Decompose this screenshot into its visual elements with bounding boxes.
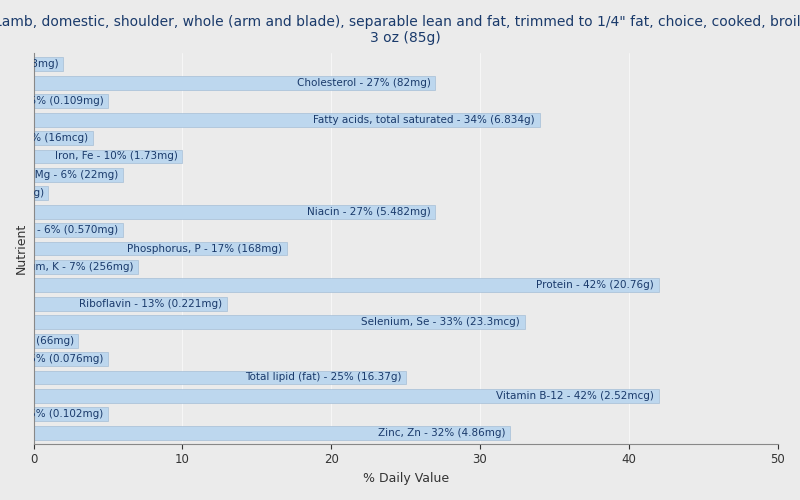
Title: Lamb, domestic, shoulder, whole (arm and blade), separable lean and fat, trimmed: Lamb, domestic, shoulder, whole (arm and…: [0, 15, 800, 45]
Text: Vitamin B-6 - 5% (0.102mg): Vitamin B-6 - 5% (0.102mg): [0, 410, 103, 420]
Text: Total lipid (fat) - 25% (16.37g): Total lipid (fat) - 25% (16.37g): [245, 372, 401, 382]
Text: Vitamin B-12 - 42% (2.52mcg): Vitamin B-12 - 42% (2.52mcg): [496, 391, 654, 401]
Text: Zinc, Zn - 32% (4.86mg): Zinc, Zn - 32% (4.86mg): [378, 428, 506, 438]
Text: Niacin - 27% (5.482mg): Niacin - 27% (5.482mg): [307, 206, 431, 216]
Text: Calcium, Ca - 2% (18mg): Calcium, Ca - 2% (18mg): [0, 60, 59, 70]
Bar: [34, 76, 435, 90]
Text: Pantothenic acid - 6% (0.570mg): Pantothenic acid - 6% (0.570mg): [0, 225, 118, 235]
Bar: [34, 168, 123, 182]
Bar: [34, 112, 539, 126]
Text: Folate, total - 4% (16mcg): Folate, total - 4% (16mcg): [0, 133, 89, 143]
Bar: [34, 389, 658, 402]
Text: Riboflavin - 13% (0.221mg): Riboflavin - 13% (0.221mg): [79, 299, 222, 309]
Bar: [34, 297, 227, 310]
Text: Fatty acids, total saturated - 34% (6.834g): Fatty acids, total saturated - 34% (6.83…: [314, 114, 535, 124]
Bar: [34, 370, 406, 384]
Text: Manganese, Mn - 1% (0.020mg): Manganese, Mn - 1% (0.020mg): [0, 188, 44, 198]
Bar: [34, 205, 435, 218]
Bar: [34, 352, 108, 366]
Bar: [34, 278, 658, 292]
Bar: [34, 316, 525, 329]
Text: Protein - 42% (20.76g): Protein - 42% (20.76g): [536, 280, 654, 290]
Bar: [34, 334, 78, 347]
Bar: [34, 131, 93, 145]
Text: Selenium, Se - 33% (23.3mcg): Selenium, Se - 33% (23.3mcg): [362, 317, 520, 327]
Bar: [34, 242, 286, 256]
Bar: [34, 260, 138, 274]
Text: Thiamin - 5% (0.076mg): Thiamin - 5% (0.076mg): [0, 354, 103, 364]
X-axis label: % Daily Value: % Daily Value: [362, 472, 449, 485]
Text: Phosphorus, P - 17% (168mg): Phosphorus, P - 17% (168mg): [127, 244, 282, 254]
Text: Potassium, K - 7% (256mg): Potassium, K - 7% (256mg): [0, 262, 134, 272]
Bar: [34, 150, 182, 164]
Bar: [34, 186, 49, 200]
Text: Sodium, Na - 3% (66mg): Sodium, Na - 3% (66mg): [0, 336, 74, 345]
Text: Magnesium, Mg - 6% (22mg): Magnesium, Mg - 6% (22mg): [0, 170, 118, 180]
Y-axis label: Nutrient: Nutrient: [15, 223, 28, 274]
Bar: [34, 426, 510, 440]
Text: Iron, Fe - 10% (1.73mg): Iron, Fe - 10% (1.73mg): [55, 152, 178, 162]
Text: Cholesterol - 27% (82mg): Cholesterol - 27% (82mg): [297, 78, 431, 88]
Bar: [34, 408, 108, 421]
Text: Copper, Cu - 5% (0.109mg): Copper, Cu - 5% (0.109mg): [0, 96, 103, 106]
Bar: [34, 58, 63, 71]
Bar: [34, 94, 108, 108]
Bar: [34, 223, 123, 237]
